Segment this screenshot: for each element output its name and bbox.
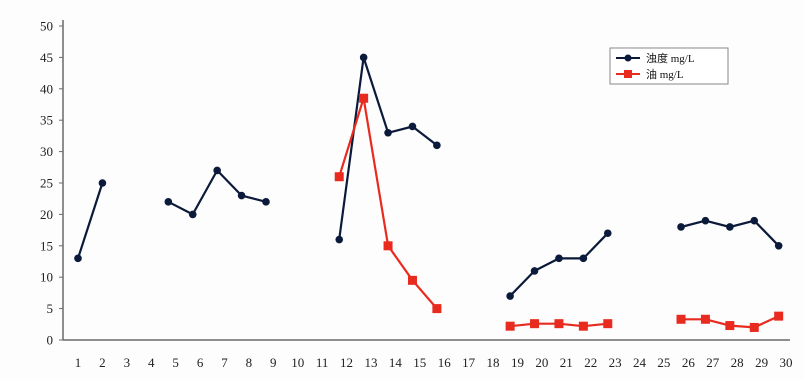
data-point [432,304,442,314]
legend-label-oil: 油 mg/L [646,67,684,81]
x-tick-label: 14 [389,355,403,370]
x-tick-label: 29 [755,355,768,370]
series-line-segment [509,232,609,297]
data-point [774,242,783,250]
data-point [505,321,515,331]
y-tick-label: 10 [40,270,53,285]
x-tick-label: 22 [584,355,597,370]
data-point [74,254,82,263]
data-point [578,321,588,331]
data-point [164,198,173,206]
legend-marker-turbidity [624,54,632,62]
data-point [335,235,344,244]
x-tick-label: 25 [657,355,670,370]
data-point [700,314,710,324]
x-tick-label: 26 [682,355,696,370]
data-point [433,141,441,150]
data-point [506,292,514,300]
data-point [359,93,369,103]
data-point [774,311,784,321]
x-tick-label: 28 [731,355,744,370]
x-tick-label: 12 [340,355,353,370]
x-tick-label: 10 [291,355,304,370]
data-point [676,314,686,324]
data-point [579,254,588,263]
series-line-segment [167,169,267,216]
legend-marker-oil [624,70,632,78]
x-tick-label: 18 [487,355,500,370]
data-point [334,172,344,182]
y-tick-label: 5 [47,301,54,316]
series-oil [334,93,784,332]
x-tick-label: 5 [172,355,179,370]
x-tick-label: 16 [438,355,452,370]
x-tick-label: 27 [706,355,720,370]
y-tick-label: 25 [40,176,53,191]
data-point [384,128,392,137]
x-tick-label: 4 [148,355,155,370]
data-point [237,191,246,200]
x-tick-label: 1 [75,355,82,370]
x-tick-label: 3 [124,355,131,370]
y-tick-label: 30 [40,144,53,159]
legend-label-turbidity: 浊度 mg/L [646,51,695,65]
x-tick-label: 9 [270,355,277,370]
x-tick-label: 23 [609,355,622,370]
x-tick-label: 8 [246,355,253,370]
data-point [725,321,735,331]
x-tick-label: 6 [197,355,204,370]
data-point [530,267,539,275]
x-tick-label: 19 [511,355,524,370]
x-tick-label: 2 [99,355,106,370]
series-turbidity [74,53,783,300]
data-point [677,223,685,231]
y-tick-label: 40 [40,81,53,96]
x-tick-label: 11 [316,355,329,370]
data-point [213,166,221,175]
y-tick-label: 45 [40,50,53,65]
x-tick-label: 15 [413,355,426,370]
x-tick-label: 7 [221,355,228,370]
legend: 浊度 mg/L 油 mg/L [609,47,729,85]
x-tick-label: 24 [633,355,647,370]
y-tick-label: 50 [40,19,53,34]
x-tick-label: 30 [780,355,793,370]
data-point [749,322,759,332]
data-point [750,216,759,225]
x-tick-label: 13 [364,355,377,370]
y-tick-label: 35 [40,113,53,128]
x-tick-label: 17 [462,355,476,370]
y-tick-label: 15 [40,238,53,253]
series-layer [74,53,784,332]
data-point [407,275,417,285]
data-point [383,241,393,251]
x-tick-label: 20 [535,355,548,370]
data-point [701,216,710,225]
data-point [359,53,368,62]
data-point [603,319,613,329]
data-point [262,198,270,206]
y-tick-label: 0 [47,333,54,348]
series-line-segment [338,56,438,240]
data-point [603,229,612,238]
data-point [98,179,107,187]
data-point [408,122,417,131]
data-point [555,254,563,263]
data-point [726,223,734,231]
data-point [554,319,564,329]
x-tick-label: 21 [560,355,573,370]
data-point [530,319,540,329]
series-line-segment [76,182,104,259]
data-point [188,210,197,219]
y-tick-label: 20 [40,207,53,222]
